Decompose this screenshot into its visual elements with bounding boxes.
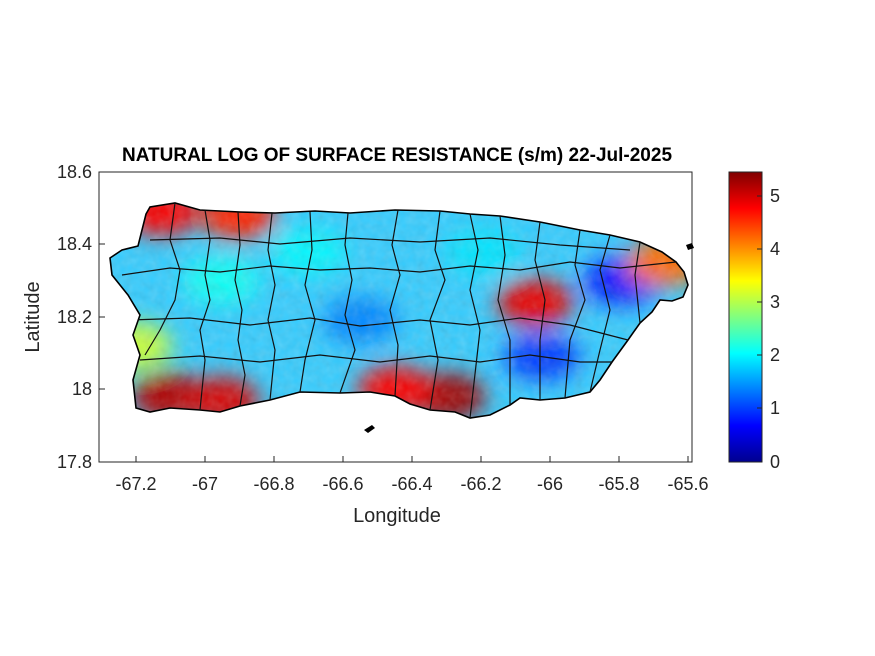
x-axis-label: Longitude [353, 505, 441, 527]
x-tick-label-4: -66.4 [391, 474, 432, 494]
y-tick-label-4: 17.8 [57, 452, 92, 472]
y-axis-label: Latitude [22, 281, 44, 352]
x-tick-label-0: -67.2 [115, 474, 156, 494]
colorbar-tick-label-2: 2 [770, 345, 780, 365]
colorbar-tick-label-0: 0 [770, 452, 780, 472]
x-tick-label-1: -67 [192, 474, 218, 494]
x-tick-label-5: -66.2 [460, 474, 501, 494]
x-tick-label-2: -66.8 [253, 474, 294, 494]
colorbar-tick-label-1: 1 [770, 398, 780, 418]
x-tick-label-3: -66.6 [322, 474, 363, 494]
chart-title: NATURAL LOG OF SURFACE RESISTANCE (s/m) … [122, 145, 672, 166]
y-tick-label-1: 18.4 [57, 234, 92, 254]
y-axis: 18.6 18.4 18.2 18 17.8 [57, 162, 105, 472]
x-tick-label-8: -65.6 [667, 474, 708, 494]
small-island-culebrita [686, 243, 694, 250]
colorbar-tick-label-5: 5 [770, 186, 780, 206]
y-tick-label-3: 18 [72, 379, 92, 399]
small-island-caja-de-muertos [364, 425, 375, 433]
municipality-borders [121, 203, 677, 418]
x-tick-label-6: -66 [537, 474, 563, 494]
colorbar-gradient [728, 171, 763, 463]
y-tick-label-2: 18.2 [57, 307, 92, 327]
x-tick-label-7: -65.8 [598, 474, 639, 494]
colorbar: 5 4 3 2 1 0 [728, 171, 780, 472]
y-tick-label-0: 18.6 [57, 162, 92, 182]
x-axis: -67.2 -67 -66.8 -66.6 -66.4 -66.2 -66 -6… [115, 456, 709, 494]
colorbar-tick-label-4: 4 [770, 239, 780, 259]
colorbar-tick-label-3: 3 [770, 292, 780, 312]
